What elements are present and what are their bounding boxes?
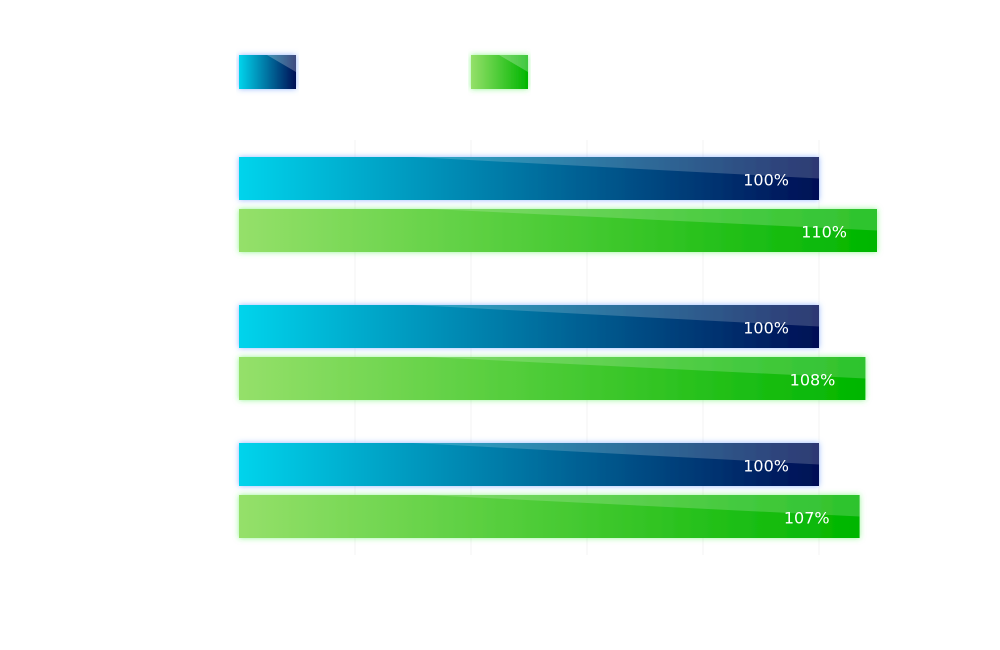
bar-highlight bbox=[413, 443, 819, 465]
bar-highlight bbox=[426, 357, 866, 379]
bar-highlight bbox=[425, 495, 860, 517]
bar-series2-group2 bbox=[239, 357, 866, 400]
bar-highlight bbox=[413, 157, 819, 179]
bar-highlight bbox=[413, 305, 819, 327]
data-label: 107% bbox=[784, 509, 830, 528]
data-label: 100% bbox=[743, 457, 789, 476]
data-label: 100% bbox=[743, 319, 789, 338]
data-label: 110% bbox=[801, 223, 847, 242]
bar-series1-group1 bbox=[239, 157, 819, 200]
legend-swatch-1 bbox=[239, 55, 296, 89]
bar-series2-group3 bbox=[239, 495, 860, 538]
data-label: 100% bbox=[743, 171, 789, 190]
legend-swatch-2 bbox=[471, 55, 528, 89]
bar-highlight bbox=[430, 209, 877, 231]
bar-series1-group2 bbox=[239, 305, 819, 348]
bar-series2-group1 bbox=[239, 209, 877, 252]
bar-series1-group3 bbox=[239, 443, 819, 486]
legend-swatch-sheen bbox=[499, 55, 528, 72]
data-label: 108% bbox=[790, 371, 836, 390]
legend-swatch-sheen bbox=[267, 55, 296, 72]
